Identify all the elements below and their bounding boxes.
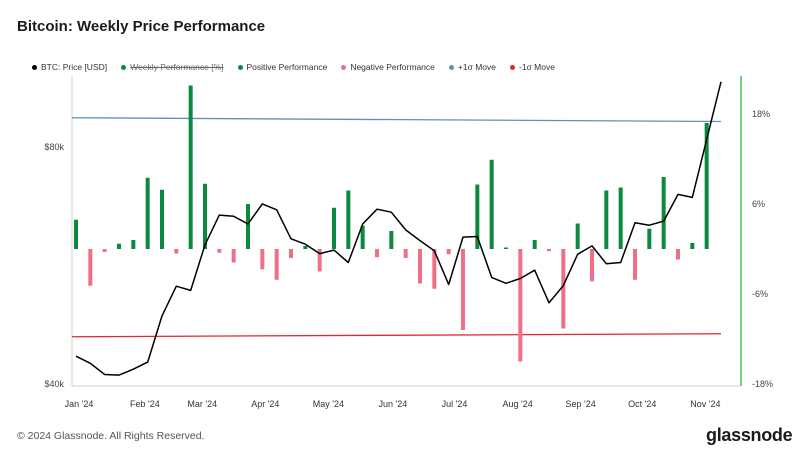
bar-positive (117, 243, 121, 249)
chart-legend: BTC: Price [USD] Weekly Performance [%] … (32, 62, 569, 72)
bar-positive (575, 223, 580, 249)
bar-negative (274, 249, 279, 280)
bar-positive (647, 228, 652, 249)
right-tick-label: 6% (752, 199, 765, 209)
bar-positive (360, 225, 365, 249)
legend-item-positive[interactable]: Positive Performance (237, 62, 328, 72)
bar-negative (217, 249, 222, 253)
legend-item-price[interactable]: BTC: Price [USD] (32, 62, 107, 72)
legend-label: BTC: Price [USD] (41, 62, 108, 72)
bar-positive (346, 190, 351, 249)
legend-dot-icon (448, 64, 454, 70)
legend-dot-icon (121, 64, 127, 70)
x-tick-label: Mar '24 (187, 399, 217, 409)
x-tick-label: Apr '24 (251, 399, 279, 409)
right-tick-label: -18% (752, 379, 773, 389)
bar-negative (547, 249, 551, 252)
bar-positive (246, 204, 250, 249)
right-tick-label: 18% (752, 109, 770, 119)
bar-positive (604, 190, 609, 249)
bar-negative (461, 249, 465, 330)
bar-negative (561, 249, 566, 329)
legend-item-plus-sigma[interactable]: +1σ Move (448, 62, 496, 72)
bar-positive (332, 207, 336, 249)
left-tick-label: $80k (44, 142, 64, 152)
bar-negative (418, 249, 422, 284)
legend-item-weekly-performance[interactable]: Weekly Performance [%] (121, 62, 224, 72)
x-tick-label: Jun '24 (379, 399, 408, 409)
bar-positive (618, 187, 623, 249)
legend-dot-icon (341, 64, 347, 70)
legend-label: -1σ Move (518, 62, 555, 72)
chart-canvas: $40k $80k 18% 6% -6% -18% Jan '24 Feb '24 Mar '2… (44, 76, 773, 409)
bar-positive (145, 177, 150, 249)
x-tick-label: May '24 (313, 399, 344, 409)
right-tick-label: -6% (752, 289, 768, 299)
bar-positive (74, 219, 78, 249)
legend-dot-icon (32, 64, 37, 70)
plus-sigma-line (71, 117, 722, 123)
x-tick-label: Nov '24 (690, 399, 720, 409)
x-tick-label: Jan '24 (65, 399, 94, 409)
legend-label: +1σ Move (457, 62, 496, 72)
glassnode-logo: glassnode (706, 425, 793, 445)
bar-positive (160, 189, 164, 249)
bar-negative (590, 249, 594, 282)
bar-positive (475, 184, 480, 249)
bar-positive (690, 243, 695, 249)
bar-negative (260, 249, 265, 270)
bar-negative (289, 249, 293, 258)
x-tick-label: Jul '24 (442, 399, 468, 409)
bar-negative (231, 249, 236, 263)
bar-negative (432, 249, 437, 289)
bar-positive (303, 246, 308, 249)
bar-negative (518, 249, 523, 362)
bar-positive (532, 240, 537, 249)
bar-negative (403, 249, 408, 258)
bar-positive (188, 85, 193, 249)
bar-negative (174, 249, 179, 254)
bar-positive (389, 231, 394, 249)
bar-negative (375, 249, 379, 258)
legend-item-minus-sigma[interactable]: -1σ Move (509, 62, 555, 72)
bar-negative (88, 249, 93, 286)
minus-sigma-line (71, 333, 722, 338)
x-tick-label: Sep '24 (566, 399, 596, 409)
left-tick-label: $40k (44, 379, 64, 389)
bar-positive (203, 183, 207, 249)
bar-positive (489, 159, 494, 249)
x-tick-label: Feb '24 (130, 399, 160, 409)
bar-negative (446, 249, 451, 255)
x-tick-label: Oct '24 (628, 399, 656, 409)
legend-dot-icon (509, 64, 515, 70)
legend-label: Negative Performance (350, 62, 435, 72)
bar-positive (704, 123, 709, 249)
chart-title: Bitcoin: Weekly Price Performance (17, 18, 266, 35)
bar-negative (317, 249, 322, 272)
copyright-text: © 2024 Glassnode. All Rights Reserved. (17, 430, 205, 442)
bar-negative (676, 249, 680, 260)
bar-negative (633, 249, 637, 280)
bar-positive (504, 247, 508, 249)
legend-label: Positive Performance (246, 62, 328, 72)
bar-negative (102, 249, 107, 252)
legend-label: Weekly Performance [%] (130, 62, 224, 72)
legend-dot-icon (237, 64, 243, 70)
price-line (75, 81, 722, 376)
legend-item-negative[interactable]: Negative Performance (341, 62, 435, 72)
x-tick-label: Aug '24 (502, 399, 532, 409)
bar-positive (131, 240, 136, 249)
bar-positive (661, 177, 666, 249)
